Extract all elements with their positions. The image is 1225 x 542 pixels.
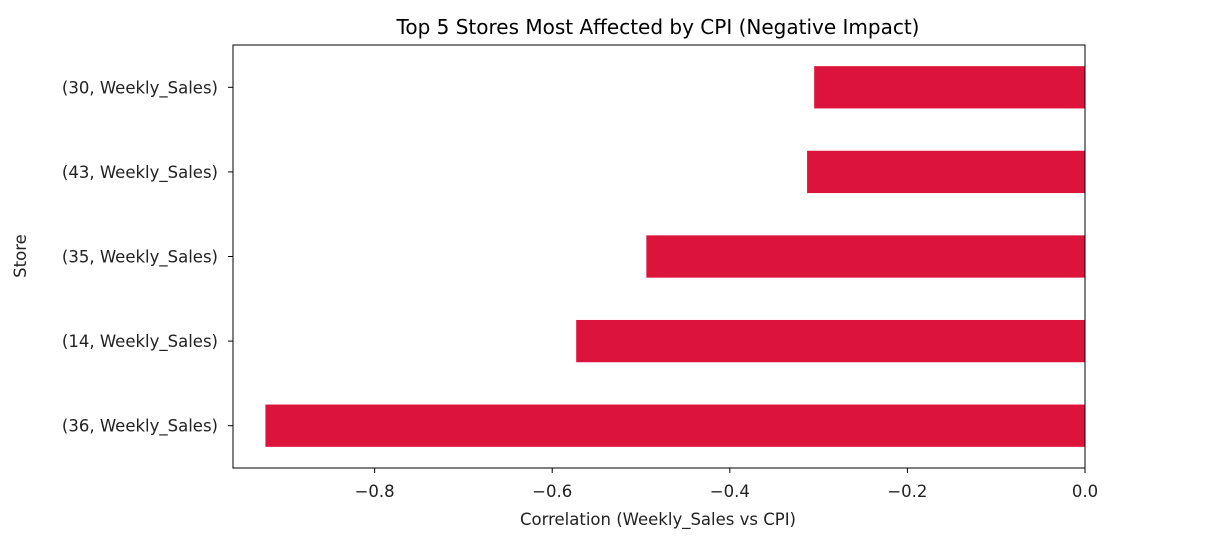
y-tick-label-1: (30, Weekly_Sales) xyxy=(62,78,218,98)
bar-2 xyxy=(807,150,1085,194)
chart-title: Top 5 Stores Most Affected by CPI (Negat… xyxy=(396,15,920,39)
y-tick-label-2: (43, Weekly_Sales) xyxy=(62,163,218,183)
plot-frame xyxy=(232,44,1086,469)
bars-layer xyxy=(265,66,1085,447)
y-tick-label-5: (36, Weekly_Sales) xyxy=(62,417,218,437)
bar-5 xyxy=(265,404,1085,447)
bar-3 xyxy=(646,235,1085,278)
y-tick-label-3: (35, Weekly_Sales) xyxy=(62,248,218,268)
x-tick-label-1: −0.8 xyxy=(355,482,395,501)
y-tick-label-4: (14, Weekly_Sales) xyxy=(62,332,218,352)
bar-4 xyxy=(576,319,1085,363)
x-tick-label-4: −0.2 xyxy=(887,482,927,501)
bar-1 xyxy=(814,66,1085,109)
x-tick-label-3: −0.4 xyxy=(710,482,750,501)
x-tick-label-2: −0.6 xyxy=(532,482,572,501)
y-axis-label: Store xyxy=(11,234,30,278)
x-axis-label: Correlation (Weekly_Sales vs CPI) xyxy=(520,510,796,530)
axes-layer: (30, Weekly_Sales) (43, Weekly_Sales) (35,… xyxy=(62,44,1098,501)
x-tick-label-5: 0.0 xyxy=(1072,482,1098,501)
